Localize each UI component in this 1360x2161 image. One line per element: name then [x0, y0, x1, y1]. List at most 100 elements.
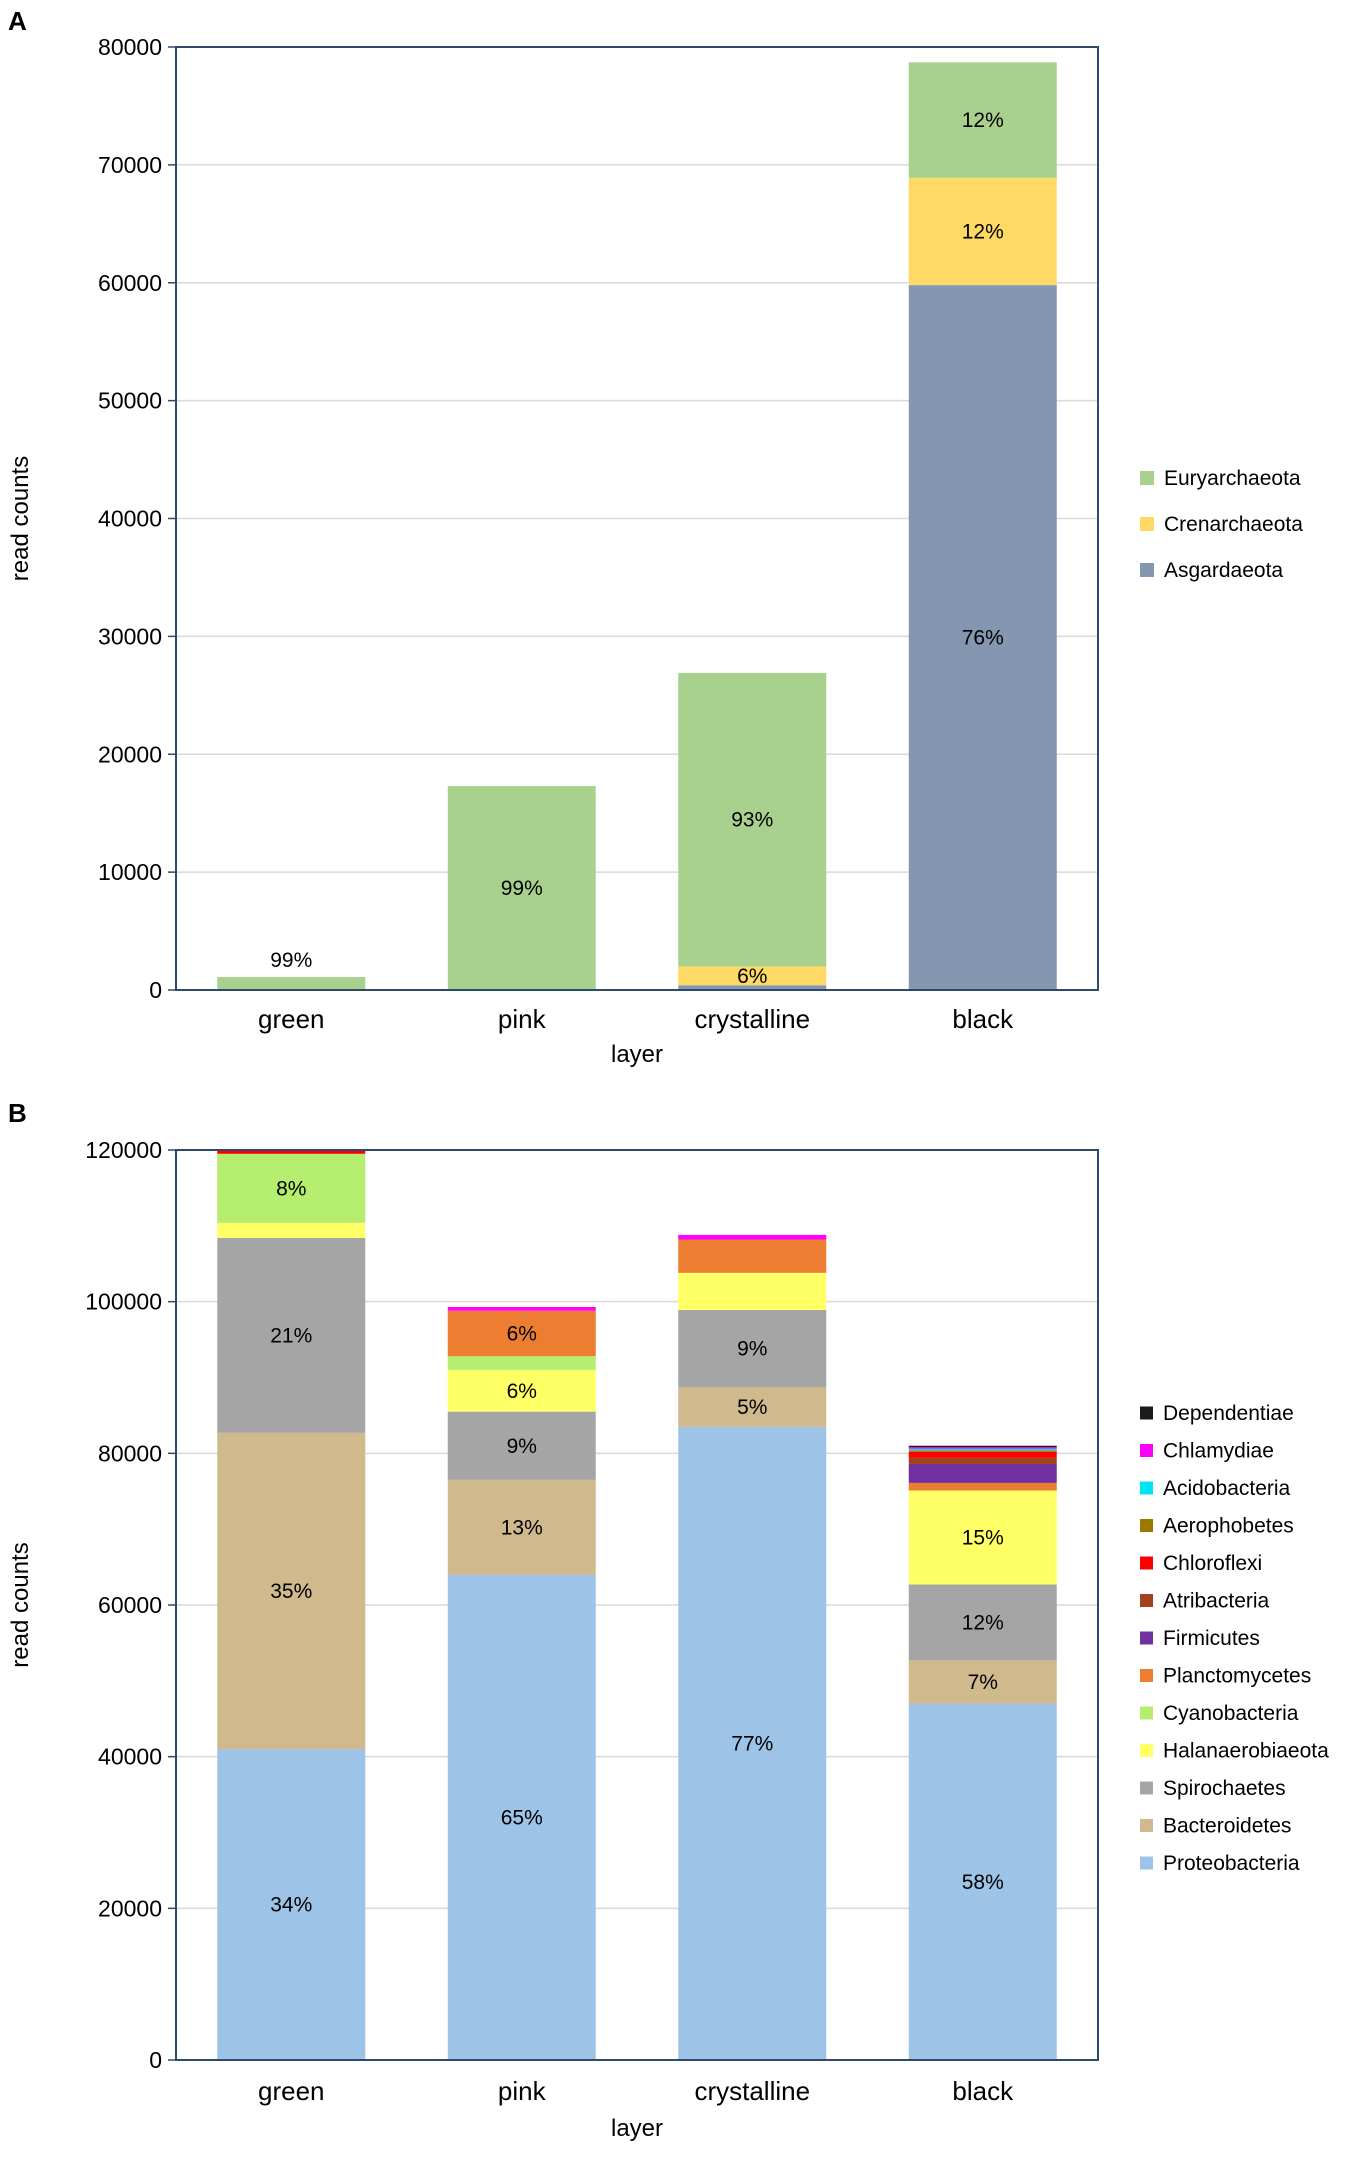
panel-b-bar-green-halanaerobiaeota — [217, 1222, 366, 1238]
panel-a-x-tick-label: pink — [498, 1004, 547, 1034]
panel-b-legend-item: Planctomycetes — [1140, 1665, 1311, 1688]
panel-b-y-tick-label: 20000 — [98, 1895, 162, 1921]
panel-a-legend-label: Crenarchaeota — [1164, 513, 1303, 536]
panel-b-legend-label: Firmicutes — [1163, 1627, 1260, 1650]
panel-b-data-label: 13% — [501, 1516, 543, 1539]
panel-b-legend-item: Dependentiae — [1140, 1402, 1294, 1425]
panel-a-bar-crystalline-crenarchaeota — [678, 966, 827, 986]
panel-b-bar-black-proteobacteria — [908, 1703, 1057, 2060]
panel-b-legend-swatch — [1140, 1781, 1153, 1795]
panel-b-bar-green-bacteroidetes — [217, 1432, 366, 1750]
panel-b-legend-swatch — [1140, 1631, 1153, 1645]
panel-b-bar-crystalline-proteobacteria — [678, 1426, 827, 2060]
panel-b-legend-label: Aerophobetes — [1163, 1515, 1294, 1538]
panel-b-legend-swatch — [1140, 1444, 1153, 1457]
panel-b-legend-item: Chloroflexi — [1140, 1552, 1262, 1575]
panel-b-bar-crystalline-spirochaetes — [678, 1310, 827, 1388]
panel-b-legend-swatch — [1140, 1706, 1153, 1720]
panel-b-data-label: 35% — [270, 1580, 312, 1603]
panel-b-plot-frame — [175, 1149, 1099, 2061]
panel-a-x-tick-label: crystalline — [694, 1004, 810, 1034]
panel-b-bar-green-proteobacteria — [217, 1749, 366, 2060]
panel-b-bar-green-cyanobacteria — [217, 1153, 366, 1223]
panel-a-legend-item: Asgardaeota — [1140, 559, 1283, 582]
panel-b-legend-swatch — [1140, 1481, 1153, 1495]
panel-a-y-tick-label: 50000 — [98, 388, 162, 414]
panel-a-y-tick-label: 20000 — [98, 741, 162, 767]
panel-b-legend-label: Proteobacteria — [1163, 1852, 1300, 1875]
panel-b-y-tick-label: 60000 — [98, 1592, 162, 1618]
panel-b-bar-pink-cyanobacteria — [447, 1356, 596, 1370]
panel-b-legend-swatch — [1140, 1669, 1153, 1682]
panel-b-bar-black-chlamydiae — [908, 1447, 1057, 1449]
panel-a-legend-swatch — [1140, 471, 1154, 485]
panel-b-y-ticks: 0 20000 40000 60000 80000 100000 120000 — [85, 1137, 176, 2073]
panel-b-legend-item: Cyanobacteria — [1140, 1702, 1299, 1725]
panel-a-y-tick-label: 40000 — [98, 506, 162, 532]
panel-b-x-ticks: green pink crystalline black — [258, 2076, 1014, 2106]
panel-b-bar-black-bacteroidetes — [908, 1660, 1057, 1704]
panel-b-x-axis-title: layer — [611, 2115, 663, 2142]
panel-a-y-tick-label: 10000 — [98, 859, 162, 885]
panel-b-legend-label: Dependentiae — [1163, 1402, 1294, 1425]
panel-label-b: B — [8, 1098, 27, 1128]
panel-a-x-axis-title: layer — [611, 1041, 663, 1068]
panel-b-legend-swatch — [1140, 1856, 1153, 1870]
panel-b-data-label: 65% — [501, 1806, 543, 1829]
panel-a-bar-crystalline-asgardaeota — [678, 985, 827, 990]
panel-a-y-tick-label: 70000 — [98, 152, 162, 178]
panel-b-data-label: 5% — [737, 1396, 767, 1419]
panel-b-legend-label: Halanaerobiaeota — [1163, 1740, 1329, 1763]
panel-a-bars — [217, 62, 1057, 990]
panel-b-data-label: 34% — [270, 1894, 312, 1917]
panel-b-legend-label: Chloroflexi — [1163, 1552, 1262, 1575]
panel-a-legend-swatch — [1140, 563, 1154, 577]
panel-b-bar-crystalline-bacteroidetes — [678, 1387, 827, 1427]
panel-b-y-tick-label: 0 — [149, 2047, 162, 2073]
panel-a-data-label: 12% — [962, 109, 1004, 132]
panel-label-a: A — [8, 6, 27, 36]
panel-b-bar-black-aerophobetes — [908, 1450, 1057, 1452]
panel-b-legend-label: Planctomycetes — [1163, 1665, 1311, 1688]
panel-a-x-tick-label: green — [258, 1004, 325, 1034]
panel-b-y-tick-label: 80000 — [98, 1440, 162, 1466]
panel-b-x-tick-label: black — [952, 2076, 1014, 2106]
panel-a: A 0 10000 20000 30000 40000 50000 60000 70000 80… — [7, 6, 1303, 1068]
panel-b-bar-pink-bacteroidetes — [447, 1479, 596, 1575]
panel-b-legend-swatch — [1140, 1519, 1153, 1532]
panel-b-bar-pink-spirochaetes — [447, 1411, 596, 1480]
panel-b-legend-item: Atribacteria — [1140, 1590, 1270, 1613]
panel-a-bar-black-asgardaeota — [908, 285, 1057, 990]
panel-b-bar-black-spirochaetes — [908, 1584, 1057, 1661]
panel-b-data-label: 58% — [962, 1871, 1004, 1894]
panel-a-x-tick-label: black — [952, 1004, 1014, 1034]
panel-b-bar-pink-planctomycetes — [447, 1310, 596, 1357]
panel-b-legend-swatch — [1140, 1819, 1153, 1832]
panel-b-data-label: 9% — [507, 1435, 537, 1458]
panel-a-y-tick-label: 80000 — [98, 34, 162, 60]
panel-b-legend-swatch — [1140, 1406, 1153, 1420]
panel-b-legend: Dependentiae Chlamydiae Acidobacteria Aerop… — [1140, 1402, 1329, 1875]
panel-b-legend-item: Chlamydiae — [1140, 1440, 1274, 1463]
panel-b-bar-black-atribacteria — [908, 1457, 1057, 1464]
panel-b-data-label: 77% — [731, 1732, 773, 1755]
panel-b-bar-crystalline-planctomycetes — [678, 1239, 827, 1273]
panel-b-y-axis-title: read counts — [7, 1542, 34, 1667]
panel-b-bar-black-dependentiae — [908, 1445, 1057, 1448]
panel-b-bar-crystalline-halanaerobiaeota — [678, 1272, 827, 1311]
panel-a-y-tick-label: 60000 — [98, 270, 162, 296]
panel-b-legend-label: Cyanobacteria — [1163, 1702, 1299, 1725]
panel-b-legend-label: Atribacteria — [1163, 1590, 1270, 1613]
panel-b-bar-pink-proteobacteria — [447, 1574, 596, 2060]
panel-b-bar-black-planctomycetes — [908, 1482, 1057, 1491]
panel-b-y-tick-label: 40000 — [98, 1744, 162, 1770]
panel-a-legend: Euryarchaeota Crenarchaeota Asgardaeota — [1140, 467, 1303, 582]
panel-b-legend-item: Bacteroidetes — [1140, 1815, 1291, 1838]
panel-a-plot-frame — [175, 46, 1099, 991]
panel-b-bar-black-halanaerobiaeota — [908, 1490, 1057, 1585]
panel-b-bar-green-chloroflexi — [217, 1150, 366, 1154]
panel-b-bar-crystalline-chlamydiae — [678, 1234, 827, 1240]
panel-a-data-label: 99% — [501, 877, 543, 900]
panel-b-data-label: 12% — [962, 1611, 1004, 1634]
